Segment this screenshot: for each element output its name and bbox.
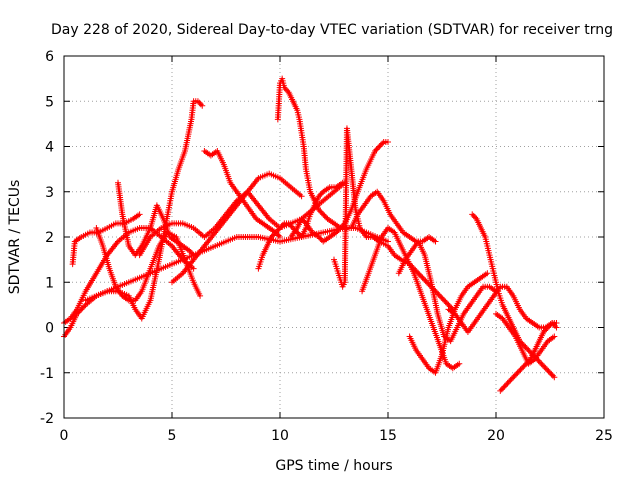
- series-markers: [274, 75, 348, 231]
- x-tick-label: 15: [379, 428, 397, 444]
- series-track-8: [201, 148, 283, 240]
- y-tick-label: 3: [45, 185, 54, 201]
- series-markers: [169, 170, 305, 286]
- series-track-14: [348, 188, 439, 245]
- chart-title: Day 228 of 2020, Sidereal Day-to-day VTE…: [51, 22, 613, 38]
- x-tick-label: 25: [595, 428, 613, 444]
- x-axis-label: GPS time / hours: [275, 458, 392, 474]
- y-tick-label: -2: [40, 411, 54, 427]
- series-track-13: [331, 125, 456, 313]
- plot-frame: [63, 55, 605, 419]
- y-axis-label: SDTVAR / TECUs: [7, 180, 23, 295]
- series-track-10: [255, 179, 346, 272]
- y-tick-label: 6: [45, 49, 54, 65]
- y-tick-label: 0: [45, 321, 54, 337]
- series-track-6: [115, 179, 197, 259]
- x-tick-label: 20: [487, 428, 505, 444]
- x-tick-label: 5: [168, 428, 177, 444]
- series-markers: [348, 188, 439, 245]
- series-markers: [395, 238, 499, 345]
- series-track-12: [287, 138, 391, 245]
- y-tick-label: 5: [45, 94, 54, 110]
- series-track-11: [274, 75, 348, 231]
- y-tick-label: -1: [40, 366, 54, 382]
- series-markers: [406, 270, 491, 376]
- x-tick-label: 0: [60, 428, 69, 444]
- series-markers: [136, 179, 348, 259]
- series-track-3: [69, 211, 143, 268]
- series-track-17: [406, 270, 491, 376]
- series-markers: [287, 138, 391, 245]
- series-markers: [82, 224, 391, 304]
- series-markers: [201, 148, 283, 240]
- series-track-9: [169, 170, 305, 286]
- series-track-21: [493, 310, 558, 367]
- series-track-19: [469, 211, 558, 381]
- y-tick-label: 2: [45, 230, 54, 246]
- series-markers: [445, 283, 560, 336]
- x-tick-label: 10: [271, 428, 289, 444]
- series-markers: [493, 310, 558, 367]
- data-points: [61, 75, 560, 394]
- series-markers: [469, 211, 558, 381]
- series-markers: [69, 211, 143, 268]
- series-track-18: [445, 283, 560, 336]
- y-tick-label: 1: [45, 275, 54, 291]
- series-track-16: [395, 238, 499, 345]
- y-tick-label: 4: [45, 140, 54, 156]
- series-markers: [115, 179, 197, 259]
- series-markers: [331, 125, 456, 313]
